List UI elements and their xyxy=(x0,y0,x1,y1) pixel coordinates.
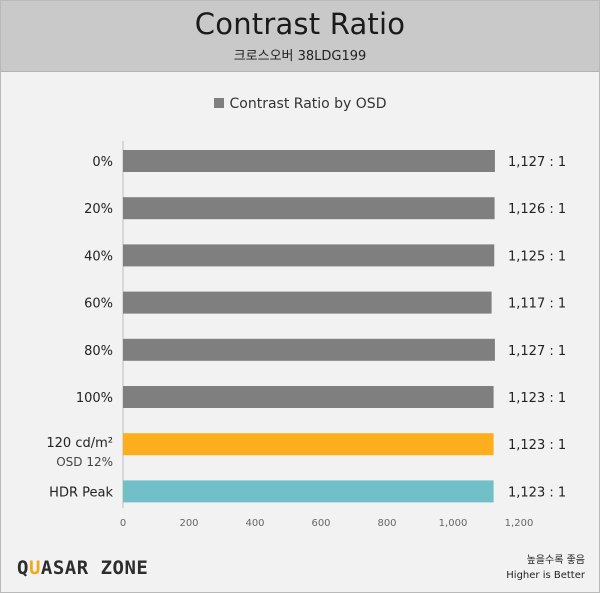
value-label-7: 1,123 : 1 xyxy=(508,485,566,500)
bar-6 xyxy=(123,433,494,456)
chart-header: Contrast Ratio 크로스오버 38LDG199 xyxy=(1,1,599,72)
x-tick-label-3: 600 xyxy=(311,518,330,529)
category-sublabel-6: OSD 12% xyxy=(56,455,113,469)
x-tick-label-4: 800 xyxy=(377,518,396,529)
bar-3 xyxy=(123,291,492,314)
value-label-5: 1,123 : 1 xyxy=(508,391,566,406)
legend-label: Contrast Ratio by OSD xyxy=(229,96,387,112)
x-tick-label-5: 1,000 xyxy=(439,518,468,529)
x-tick-label-0: 0 xyxy=(120,518,126,529)
bar-4 xyxy=(123,338,495,361)
bar-7 xyxy=(123,480,494,503)
bar-2 xyxy=(123,244,495,267)
category-label-1: 20% xyxy=(84,202,113,217)
logo-part1: Q xyxy=(17,557,29,579)
logo-part2: ASAR ZONE xyxy=(40,557,149,579)
value-label-3: 1,117 : 1 xyxy=(508,297,566,312)
chart-subtitle: 크로스오버 38LDG199 xyxy=(233,49,367,64)
logo-accent: U xyxy=(28,557,41,579)
x-tick-label-6: 1,200 xyxy=(505,518,534,529)
x-tick-label-2: 400 xyxy=(245,518,264,529)
category-label-5: 100% xyxy=(76,391,113,406)
category-label-6: 120 cd/m² xyxy=(46,436,113,451)
chart-legend: Contrast Ratio by OSD xyxy=(1,96,599,112)
chart-title: Contrast Ratio xyxy=(194,7,406,41)
value-label-4: 1,127 : 1 xyxy=(508,344,566,359)
value-label-6: 1,123 : 1 xyxy=(508,438,566,453)
note-korean: 높을수록 좋음 xyxy=(526,555,585,566)
legend-swatch xyxy=(213,98,224,108)
category-label-7: HDR Peak xyxy=(49,485,113,500)
value-label-2: 1,125 : 1 xyxy=(508,249,566,264)
note-english: Higher is Better xyxy=(506,570,585,581)
value-label-0: 1,127 : 1 xyxy=(508,155,566,170)
bar-5 xyxy=(123,386,494,408)
value-label-1: 1,126 : 1 xyxy=(508,202,566,217)
category-label-4: 80% xyxy=(84,344,113,359)
quasarzone-logo: QUASAR ZONE xyxy=(17,557,148,579)
higher-is-better-note: 높을수록 좋음 Higher is Better xyxy=(506,553,585,583)
category-label-2: 40% xyxy=(84,249,113,264)
x-tick-label-1: 200 xyxy=(179,518,198,529)
category-label-0: 0% xyxy=(92,155,113,170)
bar-1 xyxy=(123,197,495,220)
category-label-3: 60% xyxy=(84,297,113,312)
bar-0 xyxy=(123,150,495,172)
bar-chart: 0% 1,127 : 1 20% 1,126 : 1 40% 1,125 : 1 60% 1,… xyxy=(46,141,566,529)
